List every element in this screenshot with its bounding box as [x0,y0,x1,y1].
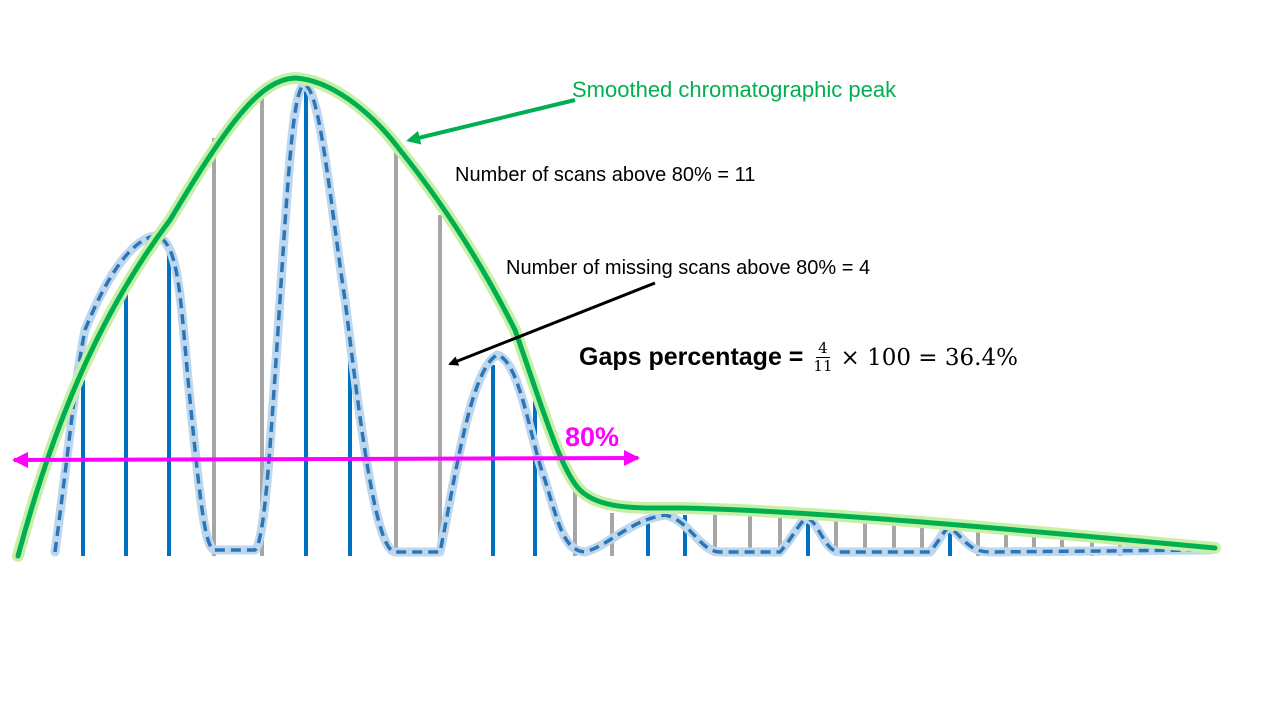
peak-callout-arrow [406,98,576,145]
gaps-formula: Gaps percentage = 4 11 × 100 = 36.4% [579,340,1018,375]
smoothed-peak-label: Smoothed chromatographic peak [572,77,897,102]
gaps-numerator: 4 [816,339,830,358]
scans-above-label: Number of scans above 80% = 11 [455,164,756,186]
raw-trace-glow [50,80,1215,557]
missing-callout-arrow [448,281,656,366]
smoothed-peak-line [15,75,1218,559]
threshold-label: 80% [565,422,620,452]
gaps-title: Gaps percentage = [579,343,804,371]
gaps-fraction: 4 11 [811,340,834,375]
threshold-arrow [12,450,640,468]
gaps-denominator: 11 [813,357,833,375]
raw-trace [53,83,1211,554]
missing-scans-label: Number of missing scans above 80% = 4 [506,257,871,279]
gaps-result: × 100 = 36.4% [840,344,1018,371]
scan-lines [81,82,1122,556]
